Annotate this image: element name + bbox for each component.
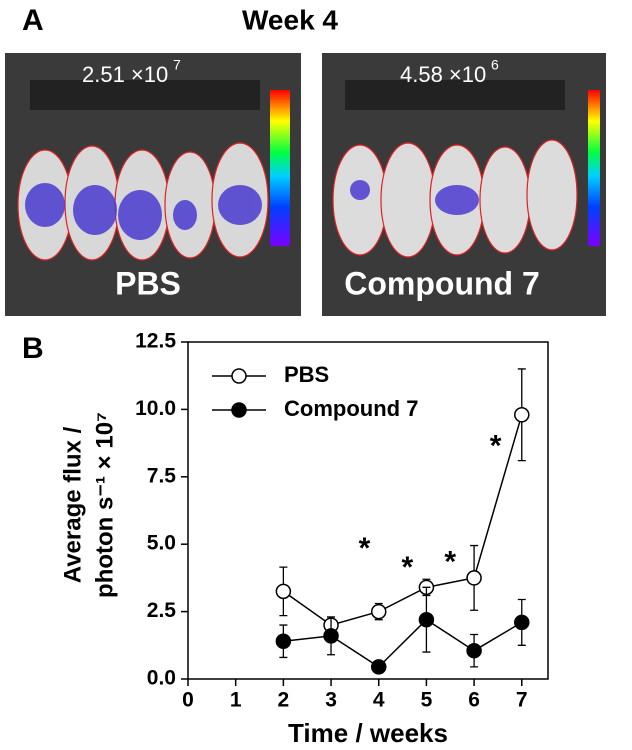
legend-label: Compound 7: [284, 396, 418, 421]
series-line: [283, 618, 523, 668]
data-point: [323, 628, 339, 644]
data-point: [466, 642, 482, 659]
data-point: [370, 603, 387, 620]
image-value: 2.51 ×10: [82, 62, 168, 87]
panel-label: B: [22, 332, 44, 365]
x-axis-label: Time / weeks: [288, 718, 448, 748]
y-tick-label: 12.5: [135, 330, 176, 353]
x-tick-label: 4: [373, 689, 385, 712]
data-point: [514, 614, 530, 631]
x-tick-label: 1: [230, 689, 242, 712]
image-exponent: 6: [491, 57, 499, 73]
significance-mark: *: [401, 551, 413, 584]
image-caption: Compound 7: [344, 265, 540, 301]
data-point: [466, 570, 482, 586]
legend-label: PBS: [284, 362, 329, 387]
x-tick-label: 7: [516, 689, 528, 712]
y-axis-label: Average flux /: [59, 426, 86, 583]
y-tick-label: 7.5: [147, 464, 177, 487]
significance-mark: *: [490, 430, 502, 463]
image-caption: PBS: [115, 265, 181, 301]
data-point: [418, 611, 435, 628]
data-point: [370, 659, 387, 675]
legend-marker: [231, 368, 247, 384]
y-tick-label: 5.0: [147, 532, 176, 555]
data-point: [275, 633, 292, 650]
significance-mark: *: [444, 546, 456, 579]
y-axis-label: photon s⁻¹ × 10⁷: [91, 412, 118, 598]
y-tick-label: 0.0: [147, 667, 176, 690]
x-tick-label: 2: [278, 689, 290, 712]
series-line: [282, 414, 523, 626]
data-point: [275, 583, 292, 600]
plot-frame: [187, 341, 549, 680]
x-tick-label: 3: [325, 689, 337, 712]
panel-title: Week 4: [242, 4, 338, 35]
panel-label: A: [22, 4, 44, 37]
image-pbs: [5, 53, 301, 316]
x-tick-label: 0: [182, 689, 194, 712]
legend-marker: [231, 402, 247, 418]
image-value: 4.58 ×10: [400, 62, 486, 87]
y-tick-label: 2.5: [147, 599, 177, 622]
significance-mark: *: [359, 532, 371, 565]
x-tick-label: 6: [468, 689, 480, 712]
image-compound-7: [322, 53, 606, 316]
y-tick-label: 10.0: [135, 397, 176, 420]
image-exponent: 7: [173, 57, 181, 73]
x-tick-label: 5: [421, 689, 433, 712]
data-point: [514, 407, 530, 423]
